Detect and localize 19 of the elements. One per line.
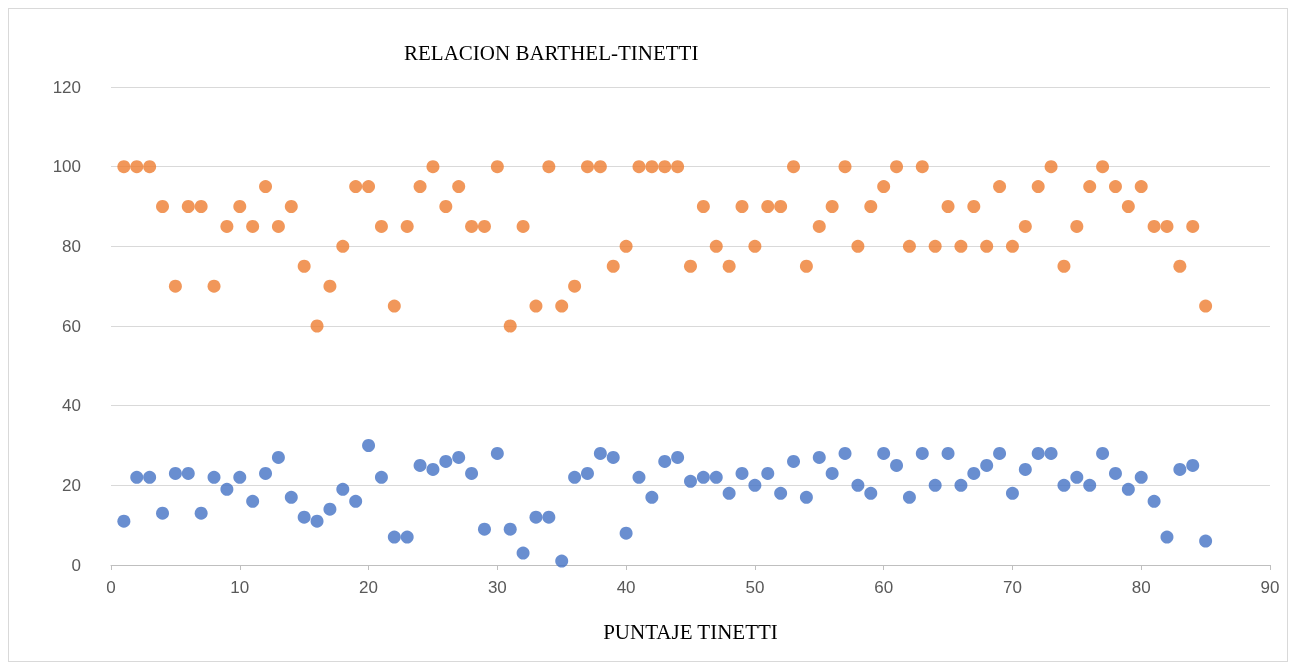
y-tick-label: 40 (62, 396, 81, 416)
x-axis-title: PUNTAJE TINETTI (603, 619, 778, 644)
x-tick-label: 0 (106, 578, 116, 597)
x-tick-label: 70 (1002, 578, 1022, 597)
y-tick-label: 0 (71, 555, 81, 575)
x-tick-label: 90 (1260, 578, 1280, 597)
x-tick-label: 10 (230, 578, 250, 597)
y-tick-label: 120 (52, 77, 81, 97)
y-tick-label: 60 (62, 316, 81, 336)
x-tick-label: 80 (1131, 578, 1151, 597)
x-tick-label: 20 (359, 578, 379, 597)
y-tick-label: 80 (62, 236, 81, 256)
y-tick-label: 20 (62, 475, 81, 495)
chart-title: RELACION BARTHEL-TINETTI (404, 40, 699, 65)
x-tick-label: 60 (874, 578, 894, 597)
x-tick-label: 30 (487, 578, 507, 597)
y-tick-label: 100 (52, 157, 81, 177)
x-tick-label: 50 (745, 578, 765, 597)
x-tick-label: 40 (616, 578, 636, 597)
